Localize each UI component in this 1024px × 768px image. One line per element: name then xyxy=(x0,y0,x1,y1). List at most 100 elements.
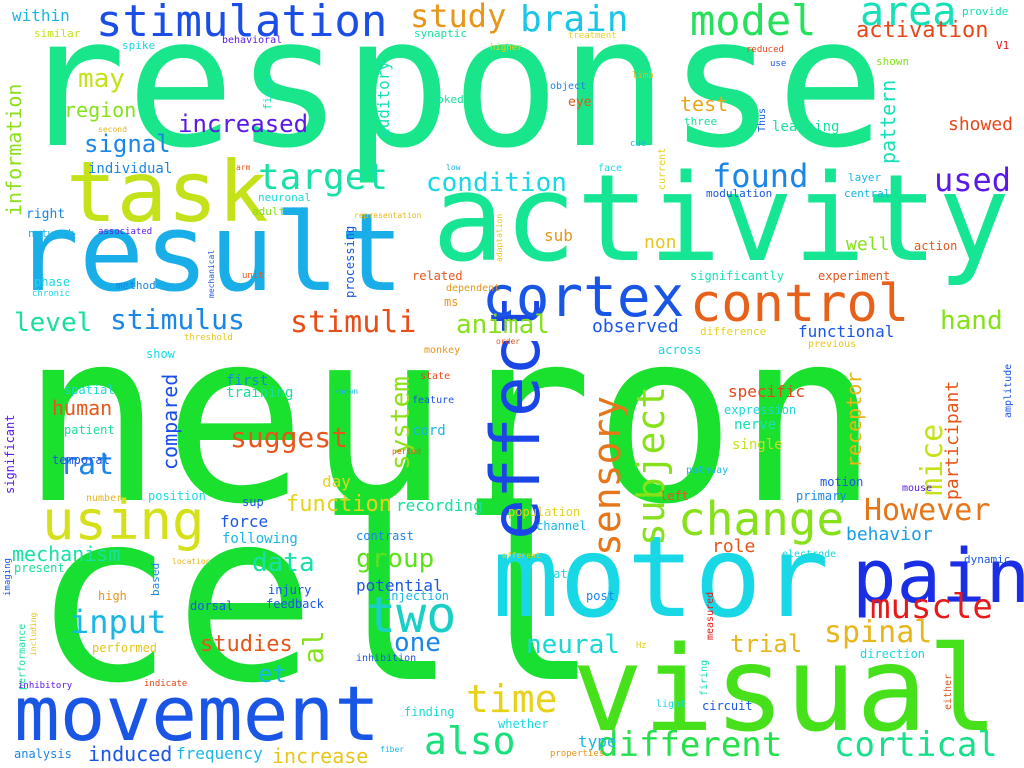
cloud-small-word: contrast xyxy=(356,529,414,543)
cloud-word: visual xyxy=(572,620,999,758)
cloud-small-word: pathway xyxy=(686,465,729,476)
cloud-small-word: face xyxy=(598,163,623,174)
cloud-small-word: period xyxy=(392,447,421,456)
cloud-word: well xyxy=(846,234,890,255)
cloud-word: cortical xyxy=(834,725,998,765)
cloud-word: non xyxy=(644,232,677,253)
cloud-word: role xyxy=(712,536,756,557)
cloud-small-word: significantly xyxy=(690,269,784,283)
cloud-small-word: experiment xyxy=(818,269,891,283)
cloud-small-word: show xyxy=(146,347,175,361)
cloud-word: model xyxy=(690,0,817,45)
cloud-word: participant xyxy=(942,380,963,500)
cloud-word: stimulation xyxy=(96,0,388,47)
cloud-small-word: central xyxy=(844,187,891,200)
cloud-small-word: injection xyxy=(384,589,450,603)
cloud-small-word: adaptation xyxy=(495,213,504,262)
cloud-word: increase xyxy=(272,744,369,768)
cloud-word: However xyxy=(864,493,991,528)
cloud-word: behavior xyxy=(846,524,933,545)
cloud-small-word: nerve xyxy=(734,417,777,433)
cloud-small-word: use xyxy=(770,59,787,69)
cloud-small-word: based xyxy=(149,562,162,596)
cloud-small-word: present xyxy=(14,561,65,575)
cloud-small-word: low xyxy=(446,163,461,172)
cloud-small-word: cue xyxy=(630,139,647,149)
cloud-small-word: action xyxy=(914,239,958,253)
cloud-small-word: related xyxy=(412,269,463,283)
cloud-word: condition xyxy=(426,168,567,198)
cloud-word: information xyxy=(2,83,26,216)
cloud-word: motor xyxy=(492,513,830,643)
cloud-small-word: limb xyxy=(632,71,654,81)
cloud-word: trial xyxy=(730,630,803,658)
cloud-word: cortex xyxy=(482,265,685,330)
cloud-small-word: spatial xyxy=(64,383,115,397)
cloud-small-word: treatment xyxy=(568,31,617,41)
cloud-small-word: associated xyxy=(98,227,153,237)
cloud-word: used xyxy=(934,161,1012,199)
cloud-word: time xyxy=(466,677,558,721)
cloud-word: observed xyxy=(592,316,679,337)
cloud-word: brain xyxy=(520,0,629,40)
cloud-small-word: phase xyxy=(34,275,71,289)
cloud-small-word: reduced xyxy=(746,45,784,55)
cloud-word: found xyxy=(712,157,809,195)
cloud-small-word: dependent xyxy=(446,283,501,294)
cloud-word: subject xyxy=(629,385,673,546)
cloud-word: input xyxy=(70,603,167,641)
cloud-small-word: chronic xyxy=(32,289,70,299)
cloud-word: first xyxy=(226,373,269,389)
cloud-small-word: population xyxy=(508,505,581,519)
cloud-small-word: order xyxy=(496,337,521,346)
cloud-small-word: dorsal xyxy=(190,599,234,613)
cloud-small-word: finding xyxy=(404,705,455,719)
cloud-small-word: object xyxy=(550,81,587,92)
cloud-small-word: second xyxy=(98,125,127,134)
cloud-word: frequency xyxy=(176,744,263,763)
cloud-word: activity xyxy=(432,150,1010,289)
cloud-small-word: cord xyxy=(412,423,446,439)
cloud-small-word: performed xyxy=(92,641,158,655)
cloud-small-word: afferent xyxy=(502,551,541,560)
cloud-word: potential xyxy=(356,576,443,595)
cloud-word: suggest xyxy=(230,421,349,454)
cloud-small-word: temporal xyxy=(52,453,110,467)
cloud-word: day xyxy=(322,472,351,491)
cloud-small-word: patient xyxy=(64,423,115,437)
cloud-word: showed xyxy=(948,114,1014,135)
cloud-small-word: injury xyxy=(268,583,312,597)
cloud-small-word: Hz xyxy=(636,641,647,651)
cloud-word: stimuli xyxy=(290,305,417,340)
cloud-small-word: network xyxy=(28,227,75,240)
cloud-small-word: post xyxy=(586,589,615,603)
cloud-word: test xyxy=(680,92,729,116)
cloud-small-word: single xyxy=(732,437,783,453)
cloud-small-word: firing xyxy=(699,659,710,696)
cloud-small-word: spike xyxy=(122,39,156,52)
cloud-word: receptor xyxy=(842,371,866,468)
cloud-small-word: adult xyxy=(252,205,286,218)
cloud-word: hand xyxy=(940,306,1003,336)
cloud-word: neuron xyxy=(20,280,880,557)
cloud-word: studies xyxy=(200,632,293,657)
cloud-word: activation xyxy=(856,18,989,43)
cloud-small-word: inhibitory xyxy=(18,681,73,691)
cloud-small-word: fiber xyxy=(380,745,405,754)
cloud-small-word: direction xyxy=(860,647,926,661)
cloud-small-word: either xyxy=(943,673,954,710)
cloud-word: pattern xyxy=(876,79,900,164)
cloud-word: also xyxy=(424,719,516,763)
cloud-small-word: provide xyxy=(962,5,1009,18)
cloud-small-word: expression xyxy=(724,403,797,417)
cloud-word: recording xyxy=(396,496,483,515)
cloud-small-word: measured xyxy=(705,591,716,640)
cloud-small-word: method xyxy=(116,279,156,292)
cloud-word: induced xyxy=(88,742,173,766)
cloud-small-word: threshold xyxy=(184,333,233,343)
cloud-word: region xyxy=(64,98,137,122)
cloud-small-word: arm xyxy=(236,163,251,172)
cloud-word: type xyxy=(578,732,617,751)
cloud-word: rat xyxy=(60,447,115,482)
cloud-small-word: position xyxy=(148,489,206,503)
